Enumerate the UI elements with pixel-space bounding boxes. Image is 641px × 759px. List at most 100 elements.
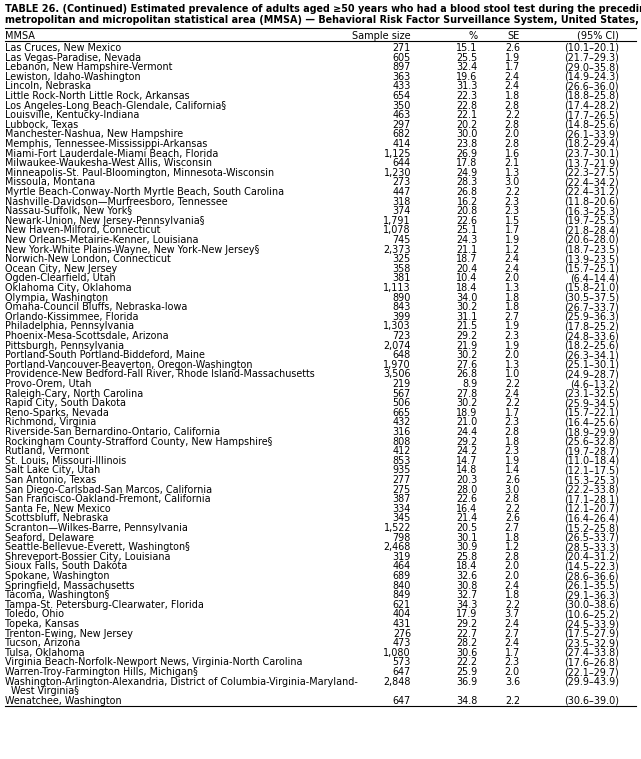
Text: (17.1–28.1): (17.1–28.1) bbox=[564, 494, 619, 504]
Text: 2.2: 2.2 bbox=[505, 696, 520, 706]
Text: (17.8–25.2): (17.8–25.2) bbox=[564, 321, 619, 332]
Text: 1.2: 1.2 bbox=[505, 244, 520, 254]
Text: (16.3–25.3): (16.3–25.3) bbox=[564, 206, 619, 216]
Text: 473: 473 bbox=[392, 638, 411, 648]
Text: 573: 573 bbox=[392, 657, 411, 667]
Text: 30.2: 30.2 bbox=[456, 302, 478, 312]
Text: Virginia Beach-Norfolk-Newport News, Virginia-North Carolina: Virginia Beach-Norfolk-Newport News, Vir… bbox=[5, 657, 303, 667]
Text: 30.1: 30.1 bbox=[456, 533, 478, 543]
Text: 297: 297 bbox=[393, 120, 411, 130]
Text: 644: 644 bbox=[393, 158, 411, 168]
Text: 374: 374 bbox=[392, 206, 411, 216]
Text: 853: 853 bbox=[392, 456, 411, 466]
Text: 1.6: 1.6 bbox=[505, 149, 520, 159]
Text: 2.6: 2.6 bbox=[505, 43, 520, 53]
Text: 431: 431 bbox=[392, 619, 411, 629]
Text: 2.2: 2.2 bbox=[505, 379, 520, 389]
Text: 18.9: 18.9 bbox=[456, 408, 478, 417]
Text: 1,125: 1,125 bbox=[383, 149, 411, 159]
Text: 23.8: 23.8 bbox=[456, 139, 478, 149]
Text: 29.2: 29.2 bbox=[456, 331, 478, 341]
Text: 648: 648 bbox=[393, 350, 411, 361]
Text: San Francisco-Oakland-Fremont, California: San Francisco-Oakland-Fremont, Californi… bbox=[5, 494, 211, 504]
Text: Los Angeles-Long Beach-Glendale, California§: Los Angeles-Long Beach-Glendale, Califor… bbox=[5, 101, 226, 111]
Text: 316: 316 bbox=[393, 427, 411, 437]
Text: 2.3: 2.3 bbox=[505, 446, 520, 456]
Text: 1.8: 1.8 bbox=[504, 91, 520, 101]
Text: (18.2–29.4): (18.2–29.4) bbox=[564, 139, 619, 149]
Text: 20.4: 20.4 bbox=[456, 264, 478, 274]
Text: Washington-Arlington-Alexandria, District of Columbia-Virginia-Maryland-: Washington-Arlington-Alexandria, Distric… bbox=[5, 676, 358, 687]
Text: 30.8: 30.8 bbox=[456, 581, 478, 591]
Text: 404: 404 bbox=[392, 609, 411, 619]
Text: 432: 432 bbox=[393, 417, 411, 427]
Text: Wenatchee, Washington: Wenatchee, Washington bbox=[5, 696, 122, 706]
Text: (12.1–17.5): (12.1–17.5) bbox=[564, 465, 619, 475]
Text: (14.8–25.6): (14.8–25.6) bbox=[564, 120, 619, 130]
Text: Salt Lake City, Utah: Salt Lake City, Utah bbox=[5, 465, 101, 475]
Text: 277: 277 bbox=[393, 475, 411, 485]
Text: 15.1: 15.1 bbox=[456, 43, 478, 53]
Text: 1.3: 1.3 bbox=[504, 168, 520, 178]
Text: (16.4–25.6): (16.4–25.6) bbox=[564, 417, 619, 427]
Text: 2.2: 2.2 bbox=[505, 504, 520, 514]
Text: 2.2: 2.2 bbox=[505, 187, 520, 197]
Text: Myrtle Beach-Conway-North Myrtle Beach, South Carolina: Myrtle Beach-Conway-North Myrtle Beach, … bbox=[5, 187, 284, 197]
Text: 2,373: 2,373 bbox=[383, 244, 411, 254]
Text: 24.9: 24.9 bbox=[456, 168, 478, 178]
Text: St. Louis, Missouri-Illinois: St. Louis, Missouri-Illinois bbox=[5, 456, 126, 466]
Text: 808: 808 bbox=[392, 436, 411, 446]
Text: 2.4: 2.4 bbox=[505, 581, 520, 591]
Text: 1,303: 1,303 bbox=[383, 321, 411, 332]
Text: (24.5–33.9): (24.5–33.9) bbox=[564, 619, 619, 629]
Text: 29.2: 29.2 bbox=[456, 619, 478, 629]
Text: 22.6: 22.6 bbox=[456, 494, 478, 504]
Text: 32.7: 32.7 bbox=[456, 591, 478, 600]
Text: 2.8: 2.8 bbox=[505, 494, 520, 504]
Text: 24.3: 24.3 bbox=[456, 235, 478, 245]
Text: (30.5–37.5): (30.5–37.5) bbox=[564, 293, 619, 303]
Text: San Diego-Carlsbad-San Marcos, California: San Diego-Carlsbad-San Marcos, Californi… bbox=[5, 484, 212, 495]
Text: Minneapolis-St. Paul-Bloomington, Minnesota-Wisconsin: Minneapolis-St. Paul-Bloomington, Minnes… bbox=[5, 168, 274, 178]
Text: (15.7–25.1): (15.7–25.1) bbox=[564, 264, 619, 274]
Text: 22.8: 22.8 bbox=[456, 101, 478, 111]
Text: (12.1–20.7): (12.1–20.7) bbox=[564, 504, 619, 514]
Text: 1.9: 1.9 bbox=[504, 456, 520, 466]
Text: 30.2: 30.2 bbox=[456, 398, 478, 408]
Text: Tucson, Arizona: Tucson, Arizona bbox=[5, 638, 80, 648]
Text: Lebanon, New Hampshire-Vermont: Lebanon, New Hampshire-Vermont bbox=[5, 62, 172, 72]
Text: 350: 350 bbox=[392, 101, 411, 111]
Text: (10.1–20.1): (10.1–20.1) bbox=[564, 43, 619, 53]
Text: 414: 414 bbox=[392, 139, 411, 149]
Text: Orlando-Kissimmee, Florida: Orlando-Kissimmee, Florida bbox=[5, 312, 138, 322]
Text: (22.3–27.5): (22.3–27.5) bbox=[564, 168, 619, 178]
Text: 2.8: 2.8 bbox=[505, 101, 520, 111]
Text: (22.2–33.8): (22.2–33.8) bbox=[564, 484, 619, 495]
Text: 26.9: 26.9 bbox=[456, 149, 478, 159]
Text: 2.3: 2.3 bbox=[505, 197, 520, 206]
Text: 387: 387 bbox=[392, 494, 411, 504]
Text: 28.2: 28.2 bbox=[456, 638, 478, 648]
Text: (18.9–29.9): (18.9–29.9) bbox=[564, 427, 619, 437]
Text: (26.7–33.7): (26.7–33.7) bbox=[564, 302, 619, 312]
Text: 22.7: 22.7 bbox=[456, 628, 478, 638]
Text: (19.7–28.7): (19.7–28.7) bbox=[564, 446, 619, 456]
Text: Raleigh-Cary, North Carolina: Raleigh-Cary, North Carolina bbox=[5, 389, 144, 398]
Text: 464: 464 bbox=[393, 562, 411, 572]
Text: Lubbock, Texas: Lubbock, Texas bbox=[5, 120, 78, 130]
Text: 1.3: 1.3 bbox=[504, 360, 520, 370]
Text: Miami-Fort Lauderdale-Miami Beach, Florida: Miami-Fort Lauderdale-Miami Beach, Flori… bbox=[5, 149, 219, 159]
Text: Rutland, Vermont: Rutland, Vermont bbox=[5, 446, 89, 456]
Text: New York-White Plains-Wayne, New York-New Jersey§: New York-White Plains-Wayne, New York-Ne… bbox=[5, 244, 260, 254]
Text: MMSA: MMSA bbox=[5, 31, 35, 41]
Text: 22.6: 22.6 bbox=[456, 216, 478, 225]
Text: (29.0–35.8): (29.0–35.8) bbox=[564, 62, 619, 72]
Text: 1.9: 1.9 bbox=[504, 321, 520, 332]
Text: (22.1–29.7): (22.1–29.7) bbox=[564, 667, 619, 677]
Text: Scranton—Wilkes-Barre, Pennsylvania: Scranton—Wilkes-Barre, Pennsylvania bbox=[5, 523, 188, 533]
Text: Las Vegas-Paradise, Nevada: Las Vegas-Paradise, Nevada bbox=[5, 52, 141, 62]
Text: 25.9: 25.9 bbox=[456, 667, 478, 677]
Text: SE: SE bbox=[508, 31, 520, 41]
Text: 16.2: 16.2 bbox=[456, 197, 478, 206]
Text: 2.4: 2.4 bbox=[505, 81, 520, 91]
